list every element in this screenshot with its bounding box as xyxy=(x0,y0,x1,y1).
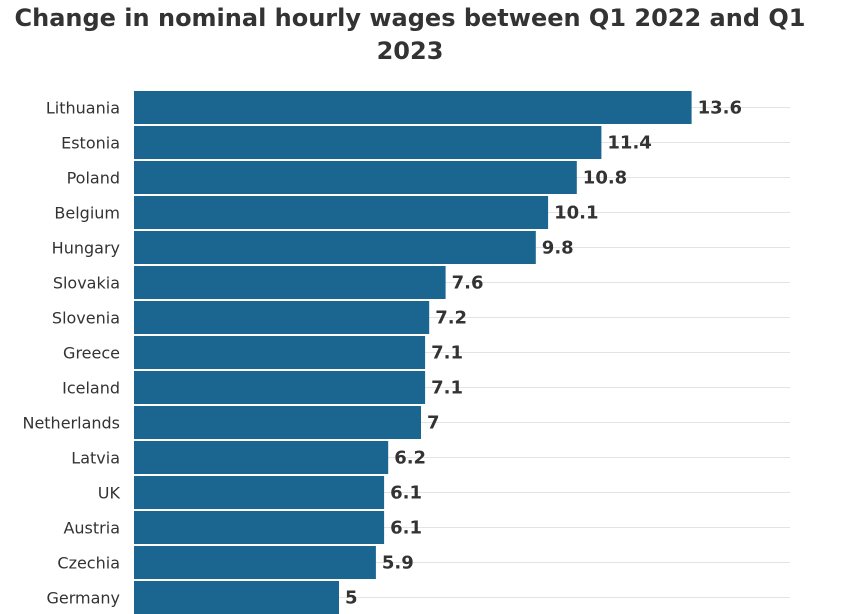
category-label-belgium: Belgium xyxy=(54,204,120,223)
value-label-belgium: 10.1 xyxy=(554,203,598,224)
category-label-uk: UK xyxy=(98,484,121,503)
bar-estonia xyxy=(134,126,602,159)
value-label-uk: 6.1 xyxy=(390,483,422,504)
bar-hungary xyxy=(134,231,536,264)
bar-netherlands xyxy=(134,406,421,439)
category-label-netherlands: Netherlands xyxy=(22,414,120,433)
category-label-latvia: Latvia xyxy=(71,449,120,468)
bar-germany xyxy=(134,581,339,614)
bar-slovakia xyxy=(134,266,446,299)
value-label-slovenia: 7.2 xyxy=(435,308,467,329)
value-label-latvia: 6.2 xyxy=(394,448,426,469)
value-label-czechia: 5.9 xyxy=(382,553,414,574)
value-label-hungary: 9.8 xyxy=(542,238,574,259)
value-label-iceland: 7.1 xyxy=(431,378,463,399)
category-label-austria: Austria xyxy=(63,519,120,538)
category-label-poland: Poland xyxy=(67,169,120,188)
value-label-lithuania: 13.6 xyxy=(698,98,742,119)
category-label-slovakia: Slovakia xyxy=(53,274,120,293)
bar-poland xyxy=(134,161,577,194)
value-label-slovakia: 7.6 xyxy=(452,273,484,294)
bar-greece xyxy=(134,336,426,369)
category-label-lithuania: Lithuania xyxy=(46,99,120,118)
bar-belgium xyxy=(134,196,549,229)
value-label-netherlands: 7 xyxy=(427,413,440,434)
value-label-greece: 7.1 xyxy=(431,343,463,364)
value-labels: 13.6 11.4 10.8 10.1 9.8 7.6 7.2 7.1 7.1 76.2 6.1 6.… xyxy=(345,98,742,609)
bar-austria xyxy=(134,511,385,544)
value-label-poland: 10.8 xyxy=(583,168,627,189)
value-label-austria: 6.1 xyxy=(390,518,422,539)
bar-iceland xyxy=(134,371,426,404)
bar-lithuania xyxy=(134,91,692,124)
bar-latvia xyxy=(134,441,389,474)
category-label-hungary: Hungary xyxy=(52,239,120,258)
category-label-germany: Germany xyxy=(46,589,120,608)
category-label-estonia: Estonia xyxy=(61,134,120,153)
bar-uk xyxy=(134,476,385,509)
category-labels: Lithuania Estonia Poland Belgium Hungary Slov… xyxy=(22,99,120,608)
category-label-greece: Greece xyxy=(63,344,120,363)
chart-title: Change in nominal hourly wages between Q… xyxy=(14,4,806,65)
bars xyxy=(134,91,692,614)
value-label-germany: 5 xyxy=(345,588,358,609)
value-label-estonia: 11.4 xyxy=(607,133,651,154)
category-label-czechia: Czechia xyxy=(57,554,120,573)
category-label-iceland: Iceland xyxy=(62,379,120,398)
bar-slovenia xyxy=(134,301,430,334)
bar-czechia xyxy=(134,546,376,579)
category-label-slovenia: Slovenia xyxy=(52,309,120,328)
